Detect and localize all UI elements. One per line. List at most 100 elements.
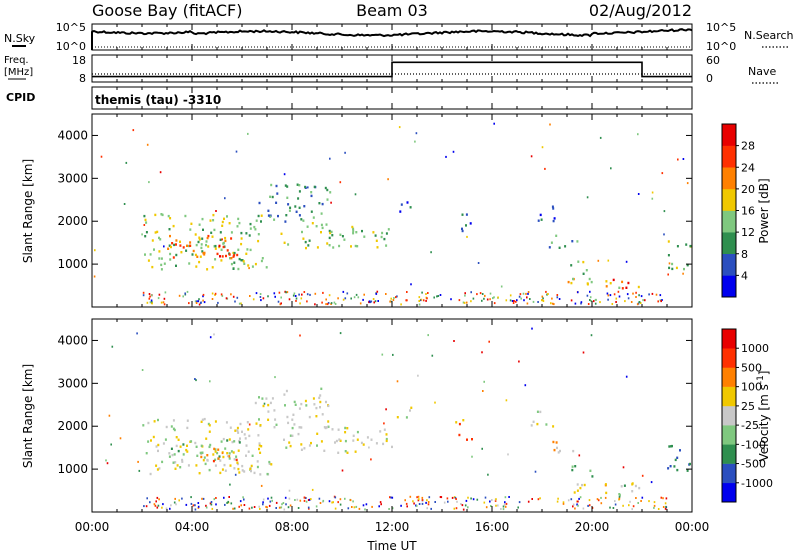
noise-panel: N.Sky 10^5 10^0 10^5 10^0 N.Search (4, 21, 794, 53)
power-cell (201, 250, 204, 253)
velocity-cell (199, 451, 202, 455)
power-cell (226, 249, 229, 252)
nsky-series-line (91, 28, 693, 50)
power-ground-cell (586, 294, 589, 297)
power-cell (249, 227, 252, 230)
velocity-noise-cell (311, 488, 314, 491)
power-ground-cell (627, 297, 630, 300)
power-ground-cell (225, 297, 228, 300)
velocity-cell (327, 425, 330, 428)
power-ground-cell (541, 295, 544, 298)
velocity-ground-cell (494, 499, 497, 502)
power-colorbar-swatch (722, 275, 736, 298)
velocity-ground-cell (339, 503, 342, 506)
power-noise-cell (146, 143, 149, 146)
velocity-ground-cell (226, 501, 228, 504)
power-cell (553, 217, 556, 220)
velocity-ground-cell (588, 499, 591, 502)
velocity-cell (339, 439, 342, 442)
velocity-ground-cell (632, 505, 635, 508)
power-ground-cell (284, 290, 286, 293)
power-cell (287, 203, 290, 206)
velocity-cell (207, 422, 210, 426)
power-cell (318, 202, 321, 205)
velocity-cell (555, 441, 558, 444)
velocity-ground-cell (364, 508, 366, 511)
velocity-ground-cell (503, 503, 506, 506)
velocity-ground-cell (427, 501, 430, 503)
time-tick-label: 12:00 (375, 520, 410, 534)
power-ground-cell (151, 301, 153, 304)
power-ground-cell (240, 302, 242, 305)
power-cell (175, 264, 177, 267)
power-cell (637, 285, 640, 289)
velocity-ground-cell (210, 501, 213, 503)
power-ground-cell (520, 297, 522, 300)
power-ground-cell (346, 292, 349, 295)
power-ground-cell (545, 290, 547, 293)
power-ground-cell (295, 299, 297, 302)
velocity-cell (634, 484, 637, 488)
velocity-cell (631, 490, 634, 493)
velocity-ground-cell (344, 497, 346, 500)
power-ground-cell (476, 293, 478, 296)
velocity-cell (285, 389, 288, 393)
time-tick-label: 00:00 (75, 520, 110, 534)
velocity-cell (208, 430, 211, 433)
power-cell (552, 207, 555, 210)
velocity-cell (239, 422, 242, 426)
velocity-ground-cell (588, 504, 591, 507)
power-cell (300, 218, 303, 221)
power-cell (260, 259, 263, 263)
power-ground-cell (220, 293, 223, 296)
power-ground-cell (194, 300, 197, 303)
power-ground-cell (580, 302, 582, 305)
velocity-ground-cell (211, 507, 214, 510)
power-noise-cell (94, 249, 96, 252)
power-cell (312, 216, 315, 219)
velocity-ground-cell (527, 500, 530, 503)
power-colorbar-swatch (722, 124, 736, 146)
velocity-noise-cell (578, 454, 581, 457)
velocity-ground-cell (508, 496, 510, 498)
velocity-ground-cell (483, 501, 486, 504)
velocity-cell (233, 467, 236, 470)
velocity-cell (337, 428, 340, 431)
power-ground-cell (327, 302, 330, 304)
velocity-ground-cell (197, 506, 200, 509)
velocity-cell (245, 454, 247, 457)
velocity-cell (356, 430, 359, 434)
power-cell (260, 220, 262, 223)
velocity-cell (258, 447, 260, 451)
power-cell (207, 234, 210, 238)
velocity-colorbar-tick-label: 1000 (741, 342, 769, 355)
power-ground-cell (322, 291, 324, 294)
velocity-colorbar-swatch (722, 425, 736, 445)
power-cell (175, 243, 177, 246)
power-ground-cell (142, 294, 145, 297)
velocity-ground-cell (641, 496, 644, 499)
power-noise-cell (530, 155, 533, 158)
power-cell (144, 253, 146, 256)
power-ground-cell (151, 302, 153, 305)
power-noise-cell (682, 272, 684, 275)
power-cell (169, 234, 171, 238)
power-ground-cell (353, 296, 356, 299)
velocity-ground-cell (238, 505, 240, 508)
velocity-ground-cell (460, 503, 462, 505)
power-ground-cell (259, 296, 262, 298)
velocity-cell (300, 448, 303, 451)
velocity-cell (462, 419, 465, 422)
velocity-ground-cell (230, 502, 233, 505)
velocity-ground-cell (665, 505, 667, 508)
power-noise-cell (125, 161, 128, 164)
power-cell (331, 234, 334, 237)
power-cell (552, 219, 555, 223)
power-cell (321, 202, 324, 206)
power-ground-cell (325, 298, 327, 301)
power-ground-cell (314, 292, 317, 295)
power-noise-cell (330, 201, 332, 204)
velocity-ground-cell (614, 503, 617, 506)
velocity-cell (203, 417, 206, 421)
power-cell (548, 246, 551, 249)
